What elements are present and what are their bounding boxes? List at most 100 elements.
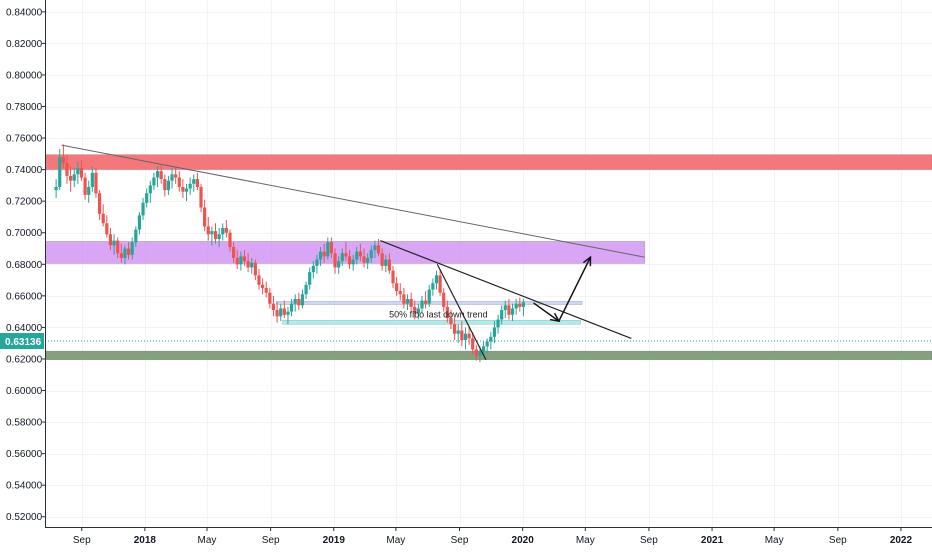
candle-body [496, 319, 500, 328]
candle-body [409, 299, 413, 307]
candle-body [322, 251, 326, 257]
time-tick-label: May [386, 535, 405, 546]
candle-body [90, 172, 94, 187]
time-tick-label: May [576, 535, 595, 546]
candle-body [199, 186, 203, 208]
candle-body [65, 163, 69, 176]
time-tick-label: Sep [451, 535, 469, 546]
price-tick-label: 0.64000 [6, 323, 43, 334]
candle-body [405, 299, 410, 304]
candle-body [188, 183, 192, 189]
time-tick-label: Sep [640, 535, 658, 546]
candle-body [384, 259, 388, 266]
candle-body [246, 261, 250, 268]
candle-body [224, 227, 228, 233]
price-tick-label: 0.72000 [6, 197, 43, 208]
candle-body [340, 253, 344, 262]
candle-body [293, 299, 297, 304]
candle-body [195, 179, 199, 187]
candle-body [507, 305, 511, 315]
candle-body [395, 283, 399, 292]
mid-trendline [380, 240, 632, 340]
candle-body [358, 251, 363, 257]
candle-body [242, 256, 247, 262]
price-tick-label: 0.68000 [6, 260, 43, 271]
candle-body [471, 338, 475, 350]
candle-body [181, 186, 185, 192]
projection-segment [533, 302, 560, 322]
candle-body [318, 251, 323, 260]
candle-body [380, 253, 384, 266]
candle-body [489, 336, 493, 342]
candle-body [253, 262, 257, 276]
candle-body [337, 261, 341, 268]
current-price-badge [0, 333, 44, 350]
price-tick-label: 0.58000 [6, 418, 43, 429]
price-tick-label: 0.62000 [6, 354, 43, 365]
candle-body [119, 253, 123, 258]
candle-body [416, 308, 420, 314]
candle-body [286, 311, 290, 315]
time-tick-label: 2020 [512, 535, 535, 546]
candle-body [442, 292, 446, 307]
time-tick-label: 2022 [890, 535, 913, 546]
candle-body [344, 253, 348, 257]
candle-body [159, 171, 163, 180]
candle-body [271, 303, 276, 311]
candle-body [492, 327, 497, 337]
candle-body [101, 213, 105, 224]
price-tick-label: 0.76000 [6, 134, 43, 145]
price-tick-label: 0.80000 [6, 70, 43, 81]
candle-body [148, 185, 152, 194]
candle-body [362, 256, 366, 263]
time-tick-label: May [765, 535, 784, 546]
candle-body [391, 270, 395, 284]
candle-body [366, 257, 370, 263]
price-tick-label: 0.56000 [6, 449, 43, 460]
price-tick-label: 0.60000 [6, 386, 43, 397]
candle-body [177, 177, 181, 187]
candle-body [387, 259, 391, 271]
candle-body [279, 308, 283, 317]
candle-body [130, 242, 134, 255]
candle-body [329, 242, 334, 254]
candle-body [76, 168, 80, 175]
time-tick-label: May [198, 535, 217, 546]
time-axis-bg [45, 527, 932, 550]
steep-trendline [436, 264, 487, 361]
candle-body [289, 303, 294, 312]
candle-body [402, 294, 406, 304]
candle-body [463, 333, 468, 341]
candle-body [424, 300, 428, 304]
candle-body [503, 305, 507, 311]
candle-body [54, 186, 58, 191]
zone-teal [282, 320, 581, 325]
candle-body [431, 283, 435, 290]
price-tick-label: 0.70000 [6, 228, 43, 239]
candle-body [87, 186, 91, 195]
candle-body [228, 232, 232, 247]
candle-body [105, 223, 109, 235]
projection-arrowhead [582, 255, 592, 267]
annotations: 50% fibo last down trend [389, 309, 488, 319]
candle-body [333, 253, 337, 268]
long-trendline [61, 144, 645, 258]
support-zone-green [44, 350, 932, 361]
candle-body [221, 227, 225, 235]
time-tick-label: 2019 [323, 535, 346, 546]
candle-body [166, 180, 171, 191]
candle-body [116, 240, 120, 254]
candle-body [72, 174, 76, 181]
candle-body [213, 231, 218, 240]
candle-body [69, 175, 73, 181]
candle-body [460, 330, 464, 341]
price-tick-label: 0.66000 [6, 291, 43, 302]
price-axis-bg [0, 0, 45, 550]
candle-body [250, 262, 254, 268]
candle-body [297, 299, 301, 306]
candle-body [170, 174, 174, 181]
candle-body [108, 234, 113, 246]
candle-body [474, 349, 478, 356]
candle-body [308, 272, 312, 285]
